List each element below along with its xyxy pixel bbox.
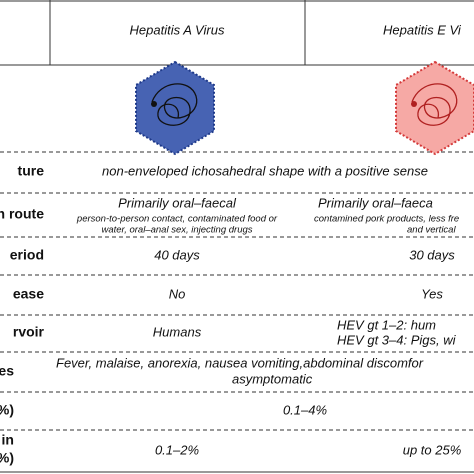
cell: 0.1–4% xyxy=(283,402,327,417)
column-header: Hepatitis E Vi xyxy=(383,22,462,37)
row-label: ture xyxy=(18,163,45,179)
cell-main: Primarily oral–faeca xyxy=(318,195,433,210)
row-label: eriod xyxy=(10,247,44,263)
row-label: %) xyxy=(0,450,14,466)
column-header: Hepatitis A Virus xyxy=(130,22,225,37)
hav-icon xyxy=(135,60,215,156)
cell: Humans xyxy=(153,324,202,339)
row-label: %) xyxy=(0,402,14,418)
cell: 30 days xyxy=(409,247,455,262)
cell-detail: water, oral–anal sex, injecting drugs xyxy=(101,225,252,236)
cell: HEV gt 1–2: hum xyxy=(337,317,436,332)
cell: HEV gt 3–4: Pigs, wi xyxy=(337,332,457,347)
cell: No xyxy=(169,286,186,301)
cell: up to 25% xyxy=(403,442,462,457)
cell: 0.1–2% xyxy=(155,442,199,457)
cell: non-enveloped ichosahedral shape with a … xyxy=(102,163,428,178)
cell: asymptomatic xyxy=(232,371,313,386)
row-label: ease xyxy=(13,286,44,302)
cell: 40 days xyxy=(154,247,200,262)
cell-detail: person-to-person contact, contaminated f… xyxy=(76,214,278,225)
row-label: n route xyxy=(0,206,44,222)
row-label: in xyxy=(2,432,14,448)
cell-detail: contamined pork products, less fre xyxy=(314,214,459,225)
cell: Yes xyxy=(421,286,443,301)
hev-icon xyxy=(395,60,474,156)
row-label: rvoir xyxy=(13,324,45,340)
cell-detail: and vertical xyxy=(407,225,456,236)
cell: Fever, malaise, anorexia, nausea vomitin… xyxy=(56,355,424,370)
cell-main: Primarily oral–faecal xyxy=(118,195,237,210)
row-label: es xyxy=(0,363,14,379)
